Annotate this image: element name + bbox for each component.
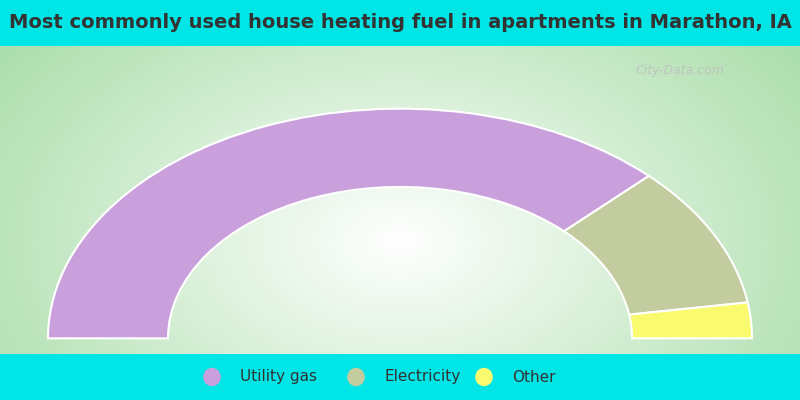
Wedge shape [629,302,752,338]
Text: Electricity: Electricity [384,370,460,384]
Wedge shape [564,176,748,315]
Ellipse shape [203,368,221,386]
Ellipse shape [475,368,493,386]
Text: Most commonly used house heating fuel in apartments in Marathon, IA: Most commonly used house heating fuel in… [9,14,791,32]
Text: City-Data.com: City-Data.com [635,64,725,77]
Ellipse shape [347,368,365,386]
Text: Utility gas: Utility gas [240,370,317,384]
Text: Other: Other [512,370,555,384]
Wedge shape [48,109,649,338]
